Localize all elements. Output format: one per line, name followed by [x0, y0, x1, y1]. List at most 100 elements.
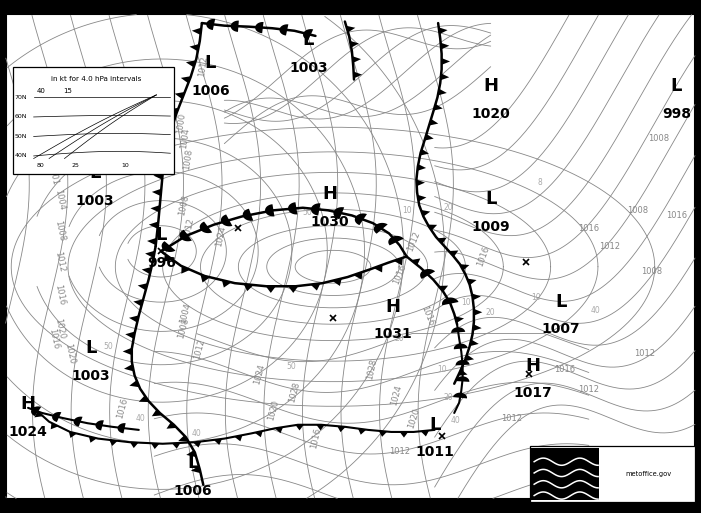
Text: L: L [429, 416, 440, 434]
Polygon shape [275, 427, 283, 433]
Polygon shape [303, 29, 313, 40]
Polygon shape [442, 58, 450, 65]
Text: 1012: 1012 [634, 349, 655, 359]
Polygon shape [353, 272, 362, 280]
Text: 1012: 1012 [183, 217, 196, 240]
Text: H: H [483, 77, 498, 95]
Polygon shape [142, 267, 151, 274]
Text: 1008: 1008 [182, 148, 193, 170]
FancyBboxPatch shape [531, 448, 599, 500]
Polygon shape [417, 164, 426, 171]
Polygon shape [411, 259, 421, 265]
Text: L: L [555, 292, 566, 311]
Text: L: L [156, 226, 167, 244]
Polygon shape [192, 28, 201, 35]
Polygon shape [200, 275, 210, 283]
Text: 1016: 1016 [419, 304, 436, 327]
Text: in kt for 4.0 hPa intervals: in kt for 4.0 hPa intervals [51, 76, 142, 82]
Polygon shape [379, 431, 387, 437]
Text: 1016: 1016 [47, 327, 60, 350]
Polygon shape [186, 450, 196, 457]
Polygon shape [152, 189, 161, 196]
Polygon shape [221, 214, 233, 226]
Polygon shape [266, 286, 275, 293]
Text: 1016: 1016 [666, 211, 687, 220]
Polygon shape [421, 210, 430, 216]
Polygon shape [353, 71, 362, 78]
Polygon shape [428, 225, 437, 231]
Polygon shape [451, 327, 465, 333]
Text: 20: 20 [486, 308, 496, 318]
Polygon shape [123, 348, 132, 355]
Text: 1004: 1004 [53, 189, 66, 211]
Text: 10: 10 [461, 298, 471, 307]
Text: 10: 10 [121, 163, 129, 168]
Polygon shape [133, 299, 143, 306]
Text: 1003: 1003 [72, 368, 111, 383]
Polygon shape [151, 443, 159, 449]
Polygon shape [355, 213, 367, 225]
Text: 1008: 1008 [641, 267, 662, 277]
Text: L: L [671, 77, 682, 95]
Polygon shape [149, 222, 158, 229]
Polygon shape [421, 430, 429, 437]
Text: 10: 10 [437, 365, 447, 374]
Text: 1008: 1008 [177, 194, 190, 216]
Text: 1016: 1016 [476, 245, 491, 268]
Polygon shape [470, 340, 479, 346]
Text: 40: 40 [135, 413, 145, 423]
Text: 1001: 1001 [46, 163, 59, 186]
Polygon shape [31, 406, 41, 416]
Polygon shape [388, 236, 404, 245]
Polygon shape [125, 331, 135, 339]
Text: 1016: 1016 [391, 263, 408, 286]
Text: 50: 50 [104, 342, 114, 351]
Polygon shape [124, 364, 134, 371]
Text: 70N: 70N [15, 95, 27, 100]
Polygon shape [418, 195, 426, 202]
Polygon shape [69, 431, 77, 438]
Polygon shape [52, 412, 61, 422]
Polygon shape [181, 76, 191, 83]
Polygon shape [456, 360, 470, 365]
Polygon shape [178, 435, 189, 442]
Text: 1012: 1012 [599, 242, 620, 251]
Polygon shape [420, 149, 429, 155]
Text: 1009: 1009 [471, 220, 510, 234]
Text: 1008: 1008 [177, 317, 191, 340]
Polygon shape [255, 22, 264, 33]
Polygon shape [337, 426, 346, 432]
Text: 1017: 1017 [513, 386, 552, 401]
Polygon shape [175, 92, 185, 99]
Text: L: L [205, 54, 216, 72]
Text: 1012: 1012 [53, 250, 66, 273]
Polygon shape [400, 432, 408, 438]
Text: L: L [485, 190, 496, 208]
Polygon shape [95, 420, 104, 430]
Text: 40: 40 [591, 306, 601, 315]
Polygon shape [334, 207, 344, 219]
Text: 50: 50 [302, 208, 312, 217]
Text: 1016: 1016 [53, 284, 66, 306]
Text: 1008: 1008 [627, 206, 648, 215]
Text: 1024: 1024 [215, 225, 227, 247]
Text: 20: 20 [444, 203, 454, 212]
Polygon shape [437, 238, 447, 244]
Text: 1024: 1024 [252, 363, 266, 386]
Polygon shape [440, 73, 449, 80]
Polygon shape [353, 56, 361, 63]
Text: 1028: 1028 [287, 381, 301, 404]
Text: 1003: 1003 [289, 61, 328, 75]
Polygon shape [206, 19, 215, 30]
Polygon shape [34, 411, 43, 418]
Polygon shape [442, 298, 458, 305]
Text: 40: 40 [191, 429, 201, 438]
Polygon shape [74, 417, 83, 427]
Polygon shape [109, 440, 118, 446]
Text: 1020: 1020 [266, 399, 280, 422]
Polygon shape [473, 324, 482, 331]
Polygon shape [168, 108, 179, 115]
Text: 998: 998 [662, 107, 691, 121]
Text: 50: 50 [286, 362, 296, 371]
Text: 1011: 1011 [415, 445, 454, 460]
